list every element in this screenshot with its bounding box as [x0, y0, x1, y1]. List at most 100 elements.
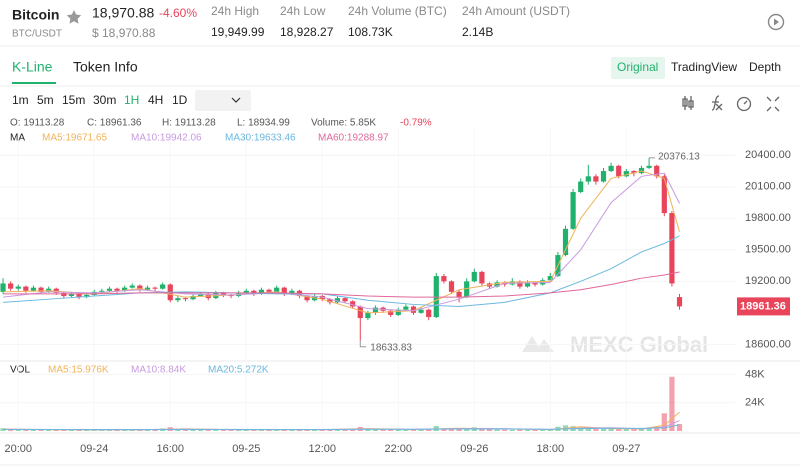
annotation-tick [359, 340, 367, 348]
candle-body [570, 192, 576, 229]
ohlc-info: L: 18934.99 [237, 118, 290, 129]
volume-bar [334, 429, 341, 431]
candle-body [129, 285, 135, 288]
candle-body [266, 289, 272, 292]
candle-body [403, 306, 409, 310]
volume-bar [91, 429, 97, 431]
ohlc-info: C: 18961.36 [87, 118, 142, 129]
volume-bar [8, 429, 14, 431]
candle-body [395, 309, 401, 315]
volume-bar [152, 429, 158, 431]
x-tick-label: 09-27 [612, 443, 640, 455]
toolbar-icons[interactable] [682, 95, 780, 112]
volume-bar [578, 427, 584, 431]
candle-body [464, 281, 470, 298]
volume-bar [616, 428, 622, 431]
volume-bar [266, 429, 272, 431]
volume-bar [182, 429, 189, 431]
candle-body [274, 287, 280, 292]
candle-body [220, 292, 227, 295]
candle-body [144, 287, 151, 290]
favorite-star[interactable] [66, 10, 82, 24]
candle-body [160, 284, 166, 289]
interval[interactable]: 1H [124, 93, 139, 107]
volume-bar [585, 428, 591, 431]
low-annotation: 18633.83 [370, 342, 412, 353]
volume-bar [350, 429, 356, 431]
volume-bar [46, 429, 52, 431]
tab[interactable]: Token Info [73, 59, 138, 75]
pair: BTC/USDT [12, 29, 62, 40]
volume-bar [403, 429, 409, 431]
view-option[interactable]: Depth [749, 60, 781, 74]
candle-body [327, 299, 333, 303]
candle-body [426, 309, 432, 318]
view-option[interactable]: Original [617, 60, 658, 74]
interval[interactable]: 15m [62, 93, 85, 107]
vol-label: VOL [10, 365, 30, 376]
volume-bar [327, 429, 333, 431]
candle-body [281, 287, 287, 294]
candle-body [448, 281, 455, 292]
price-tag [737, 297, 790, 316]
candle-body [433, 276, 439, 318]
volume-bar [114, 429, 120, 431]
tab[interactable]: K-Line [12, 59, 53, 75]
coin-name: Bitcoin [12, 7, 59, 23]
volume-bar [669, 376, 675, 431]
candle-body [152, 287, 158, 289]
candle-body [608, 165, 614, 172]
view-option[interactable]: TradingView [671, 60, 737, 74]
volume-bar [638, 428, 645, 431]
candle-body [676, 297, 683, 307]
legend-entry: MA10:8.84K [131, 365, 186, 376]
y-tick-label: 19200.00 [745, 275, 791, 287]
ohlc-info: O: 19113.28 [10, 118, 65, 129]
candle-body [365, 312, 371, 319]
interval[interactable]: 1D [172, 93, 188, 107]
candle-body [547, 276, 553, 281]
volume-bar [30, 429, 37, 431]
volume-bar [502, 429, 508, 431]
volume-bar [144, 429, 151, 431]
volume-bar [631, 429, 637, 431]
candle-body [99, 290, 105, 292]
volume-bar [372, 429, 379, 431]
volume-bar [23, 429, 29, 431]
volume-bar [494, 429, 500, 431]
volume-bar [205, 429, 211, 431]
candle-body [334, 298, 341, 303]
interval[interactable]: 4H [148, 93, 163, 107]
volume-bar [122, 429, 128, 431]
high-annotation: 20376.13 [658, 151, 700, 162]
candle-body [114, 288, 120, 291]
volume-bar [220, 429, 227, 431]
volume-bar [441, 428, 447, 431]
legend-entry: MA30:19633.46 [225, 133, 296, 144]
volume-bar [15, 429, 21, 431]
stat-value: 18,928.27 [280, 25, 334, 39]
play-icon[interactable] [767, 13, 785, 31]
interval[interactable]: 1m [12, 93, 29, 107]
candle-body [182, 298, 189, 300]
y-tick-label: 18600.00 [745, 338, 791, 350]
interval[interactable]: 30m [93, 93, 116, 107]
volume-bar [53, 429, 59, 431]
price-tag-label: 18961.36 [740, 300, 786, 312]
stat-value: 19,949.99 [211, 25, 265, 39]
x-tick-label: 12:00 [309, 443, 337, 455]
legend-entry: MA5:15.976K [48, 365, 109, 376]
volume-bar [258, 429, 265, 431]
ohlc-info: Volume: 5.85K [311, 118, 376, 129]
y-tick-label: 19800.00 [745, 212, 791, 224]
volume-bar [274, 429, 280, 431]
stat-label: 24h Volume (BTC) [348, 4, 447, 18]
volume-bar [464, 428, 470, 431]
interval[interactable]: 5m [37, 93, 54, 107]
volume-bar [479, 428, 485, 431]
x-tick-label: 16:00 [156, 443, 184, 455]
candle-body [372, 307, 379, 313]
vol-tick-label: 24K [745, 397, 765, 409]
candle-body [593, 176, 599, 182]
